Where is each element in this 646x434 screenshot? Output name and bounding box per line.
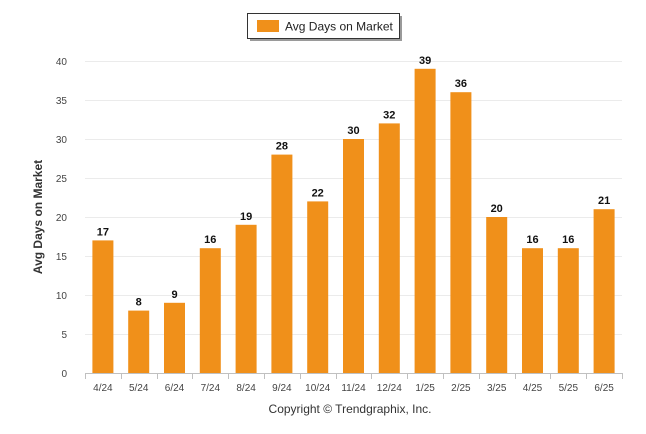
bar-series — [92, 68, 615, 374]
bar-value-label: 20 — [491, 203, 503, 215]
bar-value-label: 32 — [383, 109, 395, 121]
x-tick-label: 5/24 — [129, 383, 149, 394]
bar — [199, 248, 221, 373]
bar-value-label: 30 — [347, 125, 359, 137]
bar — [593, 209, 615, 373]
legend-label: Avg Days on Market — [285, 20, 393, 34]
y-tick-label: 15 — [56, 252, 68, 263]
x-tick-label: 12/24 — [377, 383, 402, 394]
bar-value-label: 36 — [455, 78, 467, 90]
x-tick-label: 6/25 — [594, 383, 614, 394]
bar — [128, 310, 150, 373]
bar — [450, 92, 472, 373]
bar — [378, 123, 400, 374]
bar-value-label: 39 — [419, 55, 431, 67]
bar — [271, 154, 293, 373]
legend[interactable]: Avg Days on Market — [247, 13, 403, 42]
bar-value-label: 16 — [562, 234, 574, 246]
x-tick-label: 5/25 — [559, 383, 579, 394]
bar-value-label: 22 — [312, 187, 324, 199]
bar-value-label: 28 — [276, 141, 288, 153]
bar-value-label: 21 — [598, 195, 610, 207]
axes: 0 5 10 15 20 25 30 35 40 4/24 5/24 6/24 7/24 8/24 9/24… — [56, 57, 623, 394]
x-tick-label: 1/25 — [415, 383, 435, 394]
x-tick-label: 10/24 — [305, 383, 330, 394]
bar-value-label: 19 — [240, 211, 252, 223]
bar-value-label: 16 — [204, 234, 216, 246]
y-tick-label: 0 — [61, 369, 67, 380]
x-tick-label: 11/24 — [341, 383, 366, 394]
y-tick-label: 10 — [56, 291, 68, 302]
bar-value-label: 9 — [171, 289, 177, 301]
bar — [557, 248, 579, 373]
bar — [164, 302, 185, 373]
y-tick-label: 5 — [61, 330, 67, 341]
y-tick-label: 30 — [56, 135, 68, 146]
x-tick-label: 2/25 — [451, 383, 471, 394]
y-axis-title: Avg Days on Market — [31, 160, 45, 274]
y-tick-label: 40 — [56, 57, 68, 68]
data-labels: 17 8 9 16 19 28 22 30 32 39 36 20 16 16 21 — [97, 55, 610, 309]
bar-value-label: 16 — [526, 234, 538, 246]
x-tick-label: 4/25 — [523, 383, 543, 394]
bar — [235, 224, 257, 373]
x-tick-label: 8/24 — [236, 383, 256, 394]
legend-swatch — [257, 20, 279, 32]
bar-value-label: 17 — [97, 226, 109, 238]
bar — [486, 217, 508, 373]
copyright-text: Copyright © Trendgraphix, Inc. — [269, 402, 432, 416]
bar — [343, 139, 364, 373]
bar-value-label: 8 — [136, 297, 142, 309]
x-tick-label: 6/24 — [165, 383, 185, 394]
bar — [414, 68, 436, 374]
bar — [92, 240, 114, 373]
x-tick-label: 4/24 — [93, 383, 113, 394]
x-tick-label: 7/24 — [201, 383, 221, 394]
bar — [522, 248, 543, 373]
x-tick-label: 3/25 — [487, 383, 507, 394]
x-tick-label: 9/24 — [272, 383, 292, 394]
y-tick-label: 25 — [56, 174, 68, 185]
bar — [307, 201, 329, 373]
y-tick-label: 20 — [56, 213, 68, 224]
y-tick-label: 35 — [56, 96, 68, 107]
